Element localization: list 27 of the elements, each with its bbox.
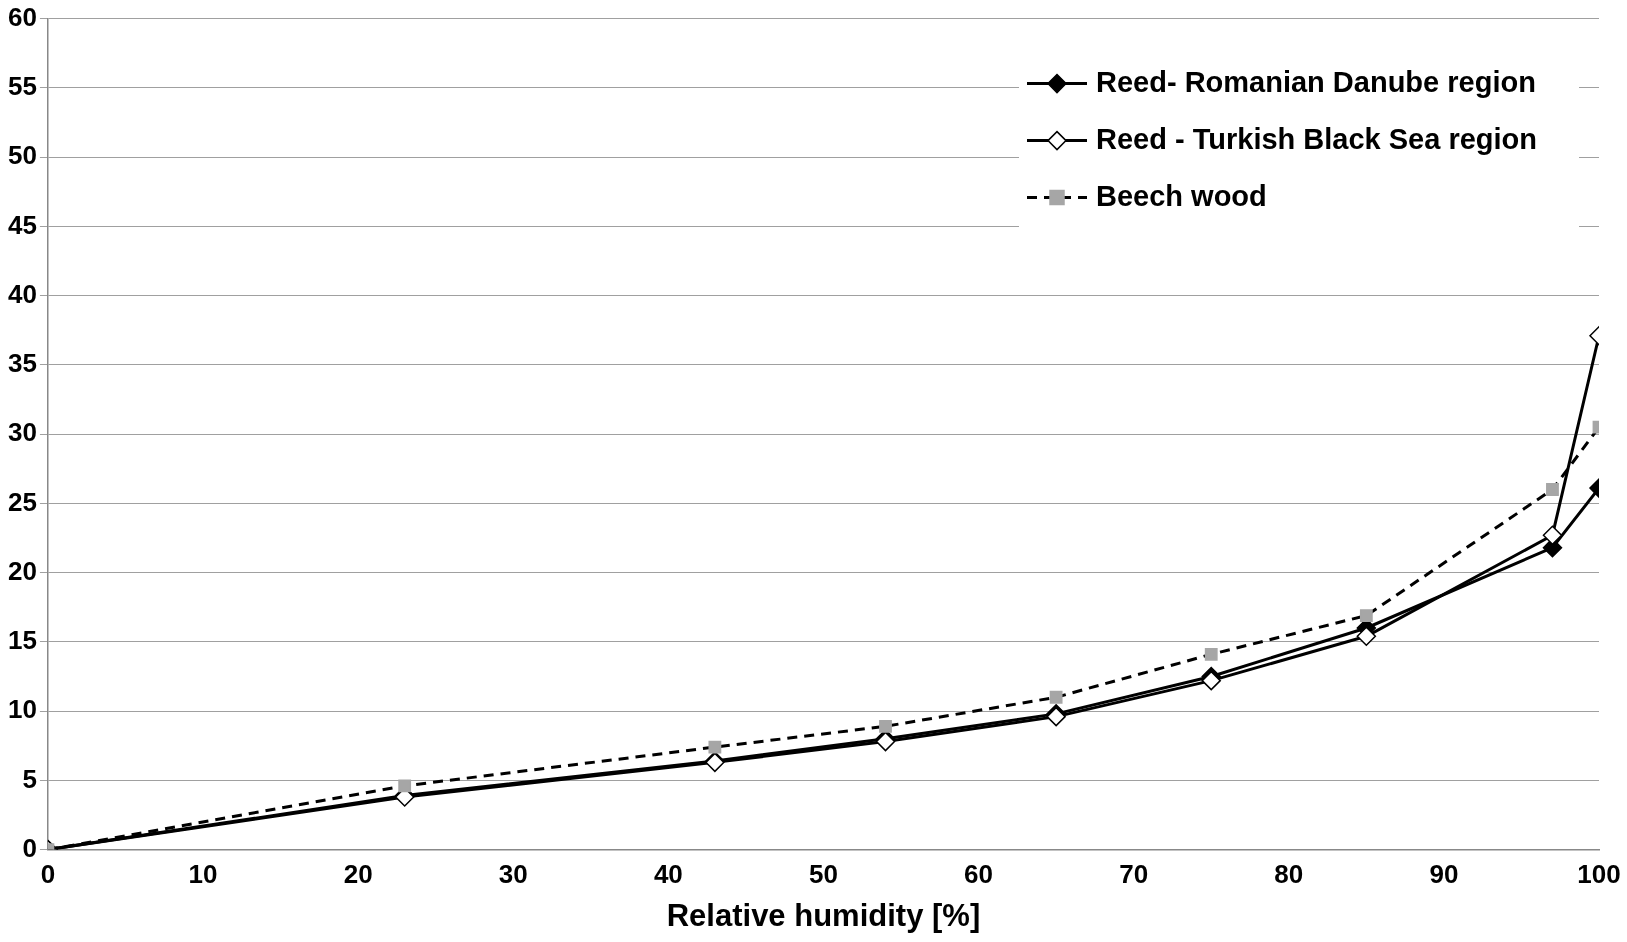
y-tick-label: 10	[8, 694, 37, 725]
y-tick-label: 35	[8, 348, 37, 379]
x-tick-label: 40	[653, 859, 683, 890]
x-tick-label: 60	[964, 859, 994, 890]
y-tick-label: 0	[22, 832, 37, 863]
y-tick-label: 45	[8, 209, 37, 240]
y-tick-label: 55	[8, 71, 37, 102]
y-tick-label: 25	[8, 486, 37, 517]
y-tick-label: 15	[8, 625, 37, 656]
x-tick-label: 20	[343, 859, 373, 890]
x-tick-label: 30	[498, 859, 528, 890]
x-tick-label: 70	[1119, 859, 1149, 890]
y-tick-label: 20	[8, 555, 37, 586]
x-axis-title: Relative humidity [%]	[666, 897, 981, 933]
y-tick-label: 60	[8, 1, 37, 32]
y-tick-label: 40	[8, 278, 37, 309]
x-tick-label: 100	[1577, 859, 1621, 890]
x-tick-label: 80	[1274, 859, 1304, 890]
legend-label: Reed - Turkish Black Sea region	[1096, 122, 1538, 155]
x-tick-label: 10	[188, 859, 218, 890]
x-tick-label: 90	[1429, 859, 1459, 890]
legend-label: Reed- Romanian Danube region	[1096, 65, 1536, 98]
y-tick-label: 5	[22, 763, 37, 794]
legend-label: Beech wood	[1096, 179, 1267, 212]
x-tick-label: 50	[809, 859, 838, 890]
y-tick-label: 30	[8, 417, 37, 448]
y-tick-label: 50	[8, 140, 37, 171]
